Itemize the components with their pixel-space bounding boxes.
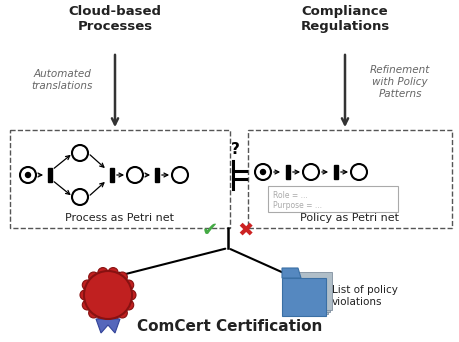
Bar xyxy=(285,165,289,179)
Text: Refinement
with Policy
Patterns: Refinement with Policy Patterns xyxy=(369,65,429,98)
Circle shape xyxy=(82,280,92,290)
Polygon shape xyxy=(96,319,120,333)
Bar xyxy=(281,278,325,316)
Circle shape xyxy=(302,164,318,180)
Circle shape xyxy=(72,145,88,161)
Text: ?: ? xyxy=(230,142,239,157)
Circle shape xyxy=(98,267,108,278)
Bar xyxy=(333,165,337,179)
Text: List of policy
violations: List of policy violations xyxy=(331,285,397,307)
Text: Cloud-based
Processes: Cloud-based Processes xyxy=(68,5,161,33)
Circle shape xyxy=(126,290,136,300)
Text: Policy as Petri net: Policy as Petri net xyxy=(300,213,398,223)
Circle shape xyxy=(108,313,118,323)
Circle shape xyxy=(82,300,92,310)
Circle shape xyxy=(20,167,36,183)
Circle shape xyxy=(260,170,265,174)
Bar xyxy=(283,276,327,314)
Circle shape xyxy=(89,308,98,318)
Polygon shape xyxy=(281,268,300,278)
Bar xyxy=(48,168,52,182)
Bar xyxy=(287,272,331,310)
Bar xyxy=(155,168,159,182)
Circle shape xyxy=(25,172,30,177)
Circle shape xyxy=(117,272,127,282)
Bar xyxy=(285,274,329,312)
Text: ComCert Certification: ComCert Certification xyxy=(137,319,322,334)
Text: Compliance
Regulations: Compliance Regulations xyxy=(300,5,389,33)
Text: Process as Petri net: Process as Petri net xyxy=(65,213,174,223)
Circle shape xyxy=(80,290,90,300)
Circle shape xyxy=(84,271,132,319)
Text: Automated
translations: Automated translations xyxy=(31,69,92,91)
Text: Role = ...
Purpose = ...: Role = ... Purpose = ... xyxy=(272,191,321,210)
Circle shape xyxy=(350,164,366,180)
Text: ✖: ✖ xyxy=(237,221,254,239)
Bar xyxy=(268,186,397,212)
Circle shape xyxy=(72,189,88,205)
Circle shape xyxy=(172,167,188,183)
Bar xyxy=(10,130,230,228)
Circle shape xyxy=(98,313,108,323)
Circle shape xyxy=(123,280,134,290)
Circle shape xyxy=(254,164,270,180)
Bar xyxy=(247,130,451,228)
Bar xyxy=(110,168,114,182)
Circle shape xyxy=(108,267,118,278)
Circle shape xyxy=(117,308,127,318)
Circle shape xyxy=(127,167,143,183)
Circle shape xyxy=(123,300,134,310)
Circle shape xyxy=(89,272,98,282)
Text: ✔: ✔ xyxy=(202,221,218,239)
